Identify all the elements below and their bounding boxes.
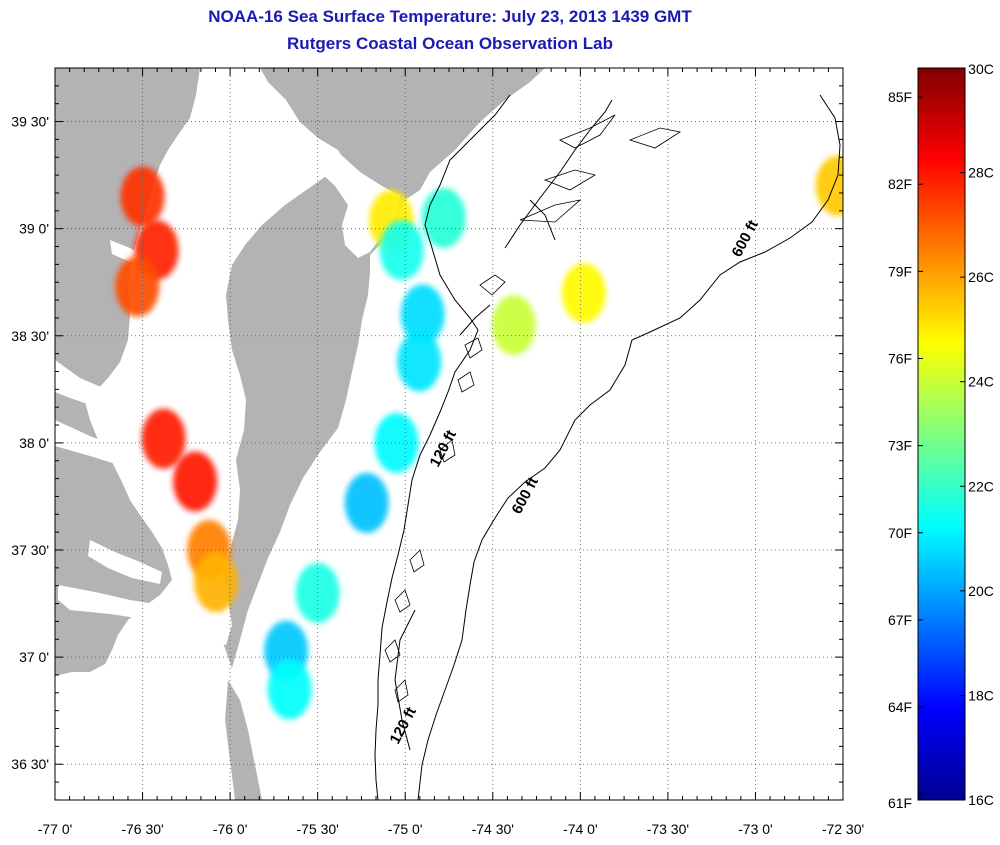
land-delmarva-nj bbox=[218, 68, 545, 668]
colorbar-celsius-label: 30C bbox=[968, 61, 994, 77]
title-line-2: Rutgers Coastal Ocean Observation Lab bbox=[287, 34, 613, 53]
colorbar-fahrenheit-label: 82F bbox=[888, 176, 912, 192]
colorbar-celsius-label: 18C bbox=[968, 687, 994, 703]
longitude-label: -77 0' bbox=[38, 821, 73, 837]
latitude-labels: 39 30' 39 0' 38 30' 38 0' 37 30' 37 0' 36 30' bbox=[11, 114, 49, 773]
colorbar-fahrenheit-label: 61F bbox=[888, 795, 912, 811]
colorbar-celsius-label: 22C bbox=[968, 478, 994, 494]
contour-600ft-line bbox=[417, 94, 841, 800]
colorbar-celsius-label: 28C bbox=[968, 165, 994, 181]
longitude-label: -74 0' bbox=[563, 821, 598, 837]
title-line-1: NOAA-16 Sea Surface Temperature: July 23… bbox=[208, 7, 692, 26]
latitude-label: 37 0' bbox=[19, 649, 49, 665]
sst-patch bbox=[374, 412, 419, 473]
map-area: 120 ft 600 ft 600 ft 120 ft bbox=[55, 68, 843, 800]
colorbar-celsius-label: 16C bbox=[968, 792, 994, 808]
bathymetry-contours bbox=[374, 94, 841, 800]
longitude-label: -72 30' bbox=[822, 821, 864, 837]
latitude-label: 37 30' bbox=[11, 542, 49, 558]
colorbar-fahrenheit-label: 73F bbox=[888, 438, 912, 454]
sst-patch bbox=[379, 220, 424, 281]
sst-patch bbox=[173, 451, 218, 512]
longitude-label: -73 0' bbox=[738, 821, 773, 837]
colorbar-fahrenheit-label: 67F bbox=[888, 612, 912, 628]
sst-patch bbox=[561, 262, 606, 323]
colorbar-fahrenheit-label: 70F bbox=[888, 525, 912, 541]
sst-patch bbox=[397, 331, 442, 392]
map-gridlines bbox=[55, 68, 843, 800]
contour-120ft-line bbox=[374, 94, 511, 800]
latitude-label: 38 30' bbox=[11, 328, 49, 344]
sst-patch bbox=[141, 408, 186, 469]
land-outer-banks bbox=[225, 680, 262, 800]
land-western-shore bbox=[55, 68, 200, 676]
axis-ticks bbox=[54, 67, 844, 801]
latitude-label: 39 30' bbox=[11, 114, 49, 130]
sst-patch bbox=[400, 284, 445, 345]
sst-patch bbox=[194, 552, 239, 613]
contour-islands bbox=[384, 114, 682, 703]
sst-patch bbox=[815, 155, 843, 216]
longitude-label: -74 30' bbox=[472, 821, 514, 837]
longitude-label: -73 30' bbox=[647, 821, 689, 837]
colorbar-ticks bbox=[918, 67, 965, 801]
colorbar-fahrenheit-label: 64F bbox=[888, 699, 912, 715]
contour-120ft-line-2 bbox=[394, 99, 613, 751]
colorbar-celsius-label: 26C bbox=[968, 269, 994, 285]
longitude-label: -75 0' bbox=[388, 821, 423, 837]
latitude-label: 39 0' bbox=[19, 221, 49, 237]
sst-patch bbox=[421, 187, 466, 248]
river-inlets bbox=[55, 240, 178, 620]
sst-patch bbox=[344, 472, 389, 533]
sst-patch bbox=[267, 659, 312, 720]
longitude-label: -76 30' bbox=[121, 821, 163, 837]
longitude-label: -76 0' bbox=[213, 821, 248, 837]
colorbar-celsius-label: 20C bbox=[968, 583, 994, 599]
colorbar-fahrenheit-labels: 85F 82F 79F 76F 73F 70F 67F 64F 61F bbox=[888, 89, 912, 811]
sst-patch bbox=[115, 256, 160, 317]
sst-patch bbox=[491, 295, 536, 356]
colorbar-celsius-label: 24C bbox=[968, 374, 994, 390]
colorbar-fahrenheit-label: 79F bbox=[888, 263, 912, 279]
longitude-labels: -77 0' -76 30' -76 0' -75 30' -75 0' -74 30' -… bbox=[38, 821, 864, 837]
colorbar-celsius-labels: 30C 28C 26C 24C 22C 20C 18C 16C bbox=[968, 61, 994, 808]
colorbar-fahrenheit-label: 85F bbox=[888, 89, 912, 105]
longitude-label: -75 30' bbox=[296, 821, 338, 837]
latitude-label: 36 30' bbox=[11, 756, 49, 772]
latitude-label: 38 0' bbox=[19, 435, 49, 451]
colorbar-gradient bbox=[917, 67, 966, 801]
colorbar-fahrenheit-label: 76F bbox=[888, 350, 912, 366]
